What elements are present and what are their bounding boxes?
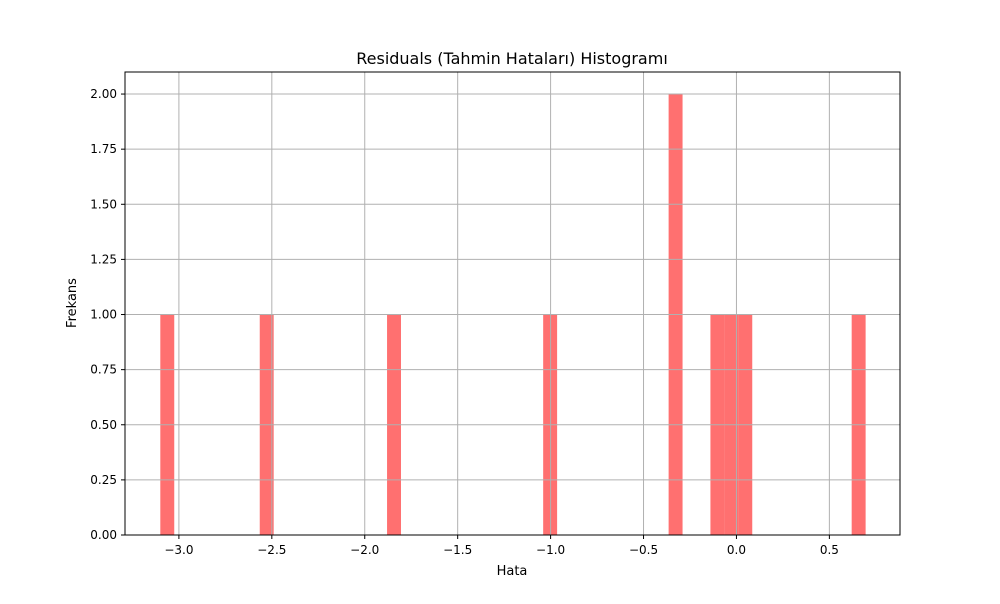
- chart-title: Residuals (Tahmin Hataları) Histogramı: [356, 49, 668, 68]
- x-axis-ticks: −3.0 −2.5 −2.0 −1.5 −1.0 −0.5 0.0 0.5: [164, 535, 839, 557]
- y-tick-label: 1.00: [90, 308, 117, 322]
- x-tick-label: −2.5: [257, 543, 286, 557]
- x-tick-label: −3.0: [164, 543, 193, 557]
- grid-lines: [125, 72, 900, 536]
- y-tick-label: 1.25: [90, 252, 117, 266]
- x-axis-label: Hata: [497, 564, 528, 579]
- x-tick-label: −2.0: [350, 543, 379, 557]
- y-tick-label: 1.50: [90, 197, 117, 211]
- x-tick-label: −1.0: [536, 543, 565, 557]
- y-axis-label: Frekans: [65, 278, 80, 328]
- plot-area-frame: [124, 71, 901, 536]
- y-axis-ticks: 0.00 0.25 0.50 0.75 1.00 1.25 1.50 1.75 2.00: [90, 87, 125, 542]
- x-tick-label: 0.5: [820, 543, 839, 557]
- y-tick-label: 0.00: [90, 528, 117, 542]
- y-tick-label: 0.50: [90, 418, 117, 432]
- y-tick-label: 0.75: [90, 363, 117, 377]
- y-tick-label: 1.75: [90, 142, 117, 156]
- y-tick-label: 2.00: [90, 87, 117, 101]
- y-tick-label: 0.25: [90, 473, 117, 487]
- x-tick-label: −1.5: [443, 543, 472, 557]
- x-tick-label: −0.5: [629, 543, 658, 557]
- x-tick-label: 0.0: [727, 543, 746, 557]
